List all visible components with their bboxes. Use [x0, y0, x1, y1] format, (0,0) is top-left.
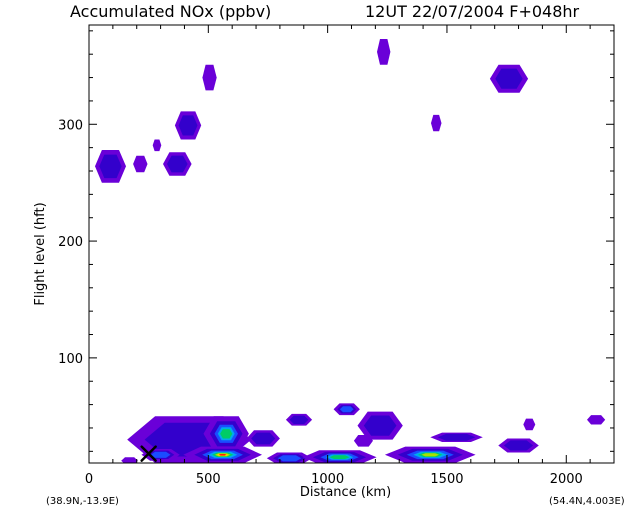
contour-blob-8-level-2	[495, 68, 523, 89]
x-tick-label-0: 0	[85, 472, 93, 487]
contour-blob-16-level-3	[277, 455, 302, 462]
contour-blob-2-level-1	[152, 139, 162, 152]
contour-blob-13-level-1	[121, 457, 138, 463]
contour-blob-25-level-1	[587, 415, 606, 425]
contour-blob-18-level-5	[329, 455, 350, 459]
contour-blob-1-level-1	[133, 155, 148, 173]
contour-blob-6-level-1	[377, 39, 391, 65]
contour-blob-12-level-3	[150, 451, 171, 458]
x-tick-label-1000: 1000	[311, 472, 344, 487]
y-tick-label-300: 300	[58, 118, 83, 133]
start-point-label: (38.9N,-13.9E)	[46, 496, 119, 507]
contour-blob-21-level-6	[421, 453, 439, 457]
contour-layer	[95, 39, 606, 463]
x-tick-label-2000: 2000	[550, 472, 583, 487]
plot-frame	[88, 24, 615, 464]
contour-blob-7-level-1	[431, 114, 442, 132]
contour-blob-24-level-2	[503, 440, 534, 451]
contour-blob-4-level-2	[178, 115, 198, 136]
x-axis-label: Distance (km)	[300, 485, 391, 500]
contour-blob-23-level-1	[523, 418, 536, 431]
y-tick-label-100: 100	[58, 352, 83, 367]
y-axis-label: Flight level (hft)	[33, 202, 48, 305]
x-tick-label-1500: 1500	[430, 472, 463, 487]
contour-blob-5-level-1	[202, 64, 217, 91]
contour-blob-3-level-2	[167, 155, 188, 173]
y-tick-label-200: 200	[58, 235, 83, 250]
end-point-label: (54.4N,4.003E)	[549, 496, 625, 507]
start-marker-x	[140, 445, 157, 462]
contour-blob-10-level-5	[220, 429, 233, 439]
x-tick-label-500: 500	[196, 472, 221, 487]
contour-blob-17-level-3	[339, 406, 354, 413]
chart-subtitle: 12UT 22/07/2004 F+048hr	[365, 2, 580, 21]
contour-blob-11-level-8	[218, 454, 227, 456]
contour-blob-22-level-2	[437, 433, 476, 441]
contour-blob-0-level-2	[99, 154, 122, 179]
chart-title: Accumulated NOx (ppbv)	[70, 2, 272, 21]
contour-blob-14-level-2	[251, 432, 276, 445]
contour-blob-15-level-2	[289, 415, 309, 424]
contour-blob-20-level-2	[363, 415, 397, 436]
